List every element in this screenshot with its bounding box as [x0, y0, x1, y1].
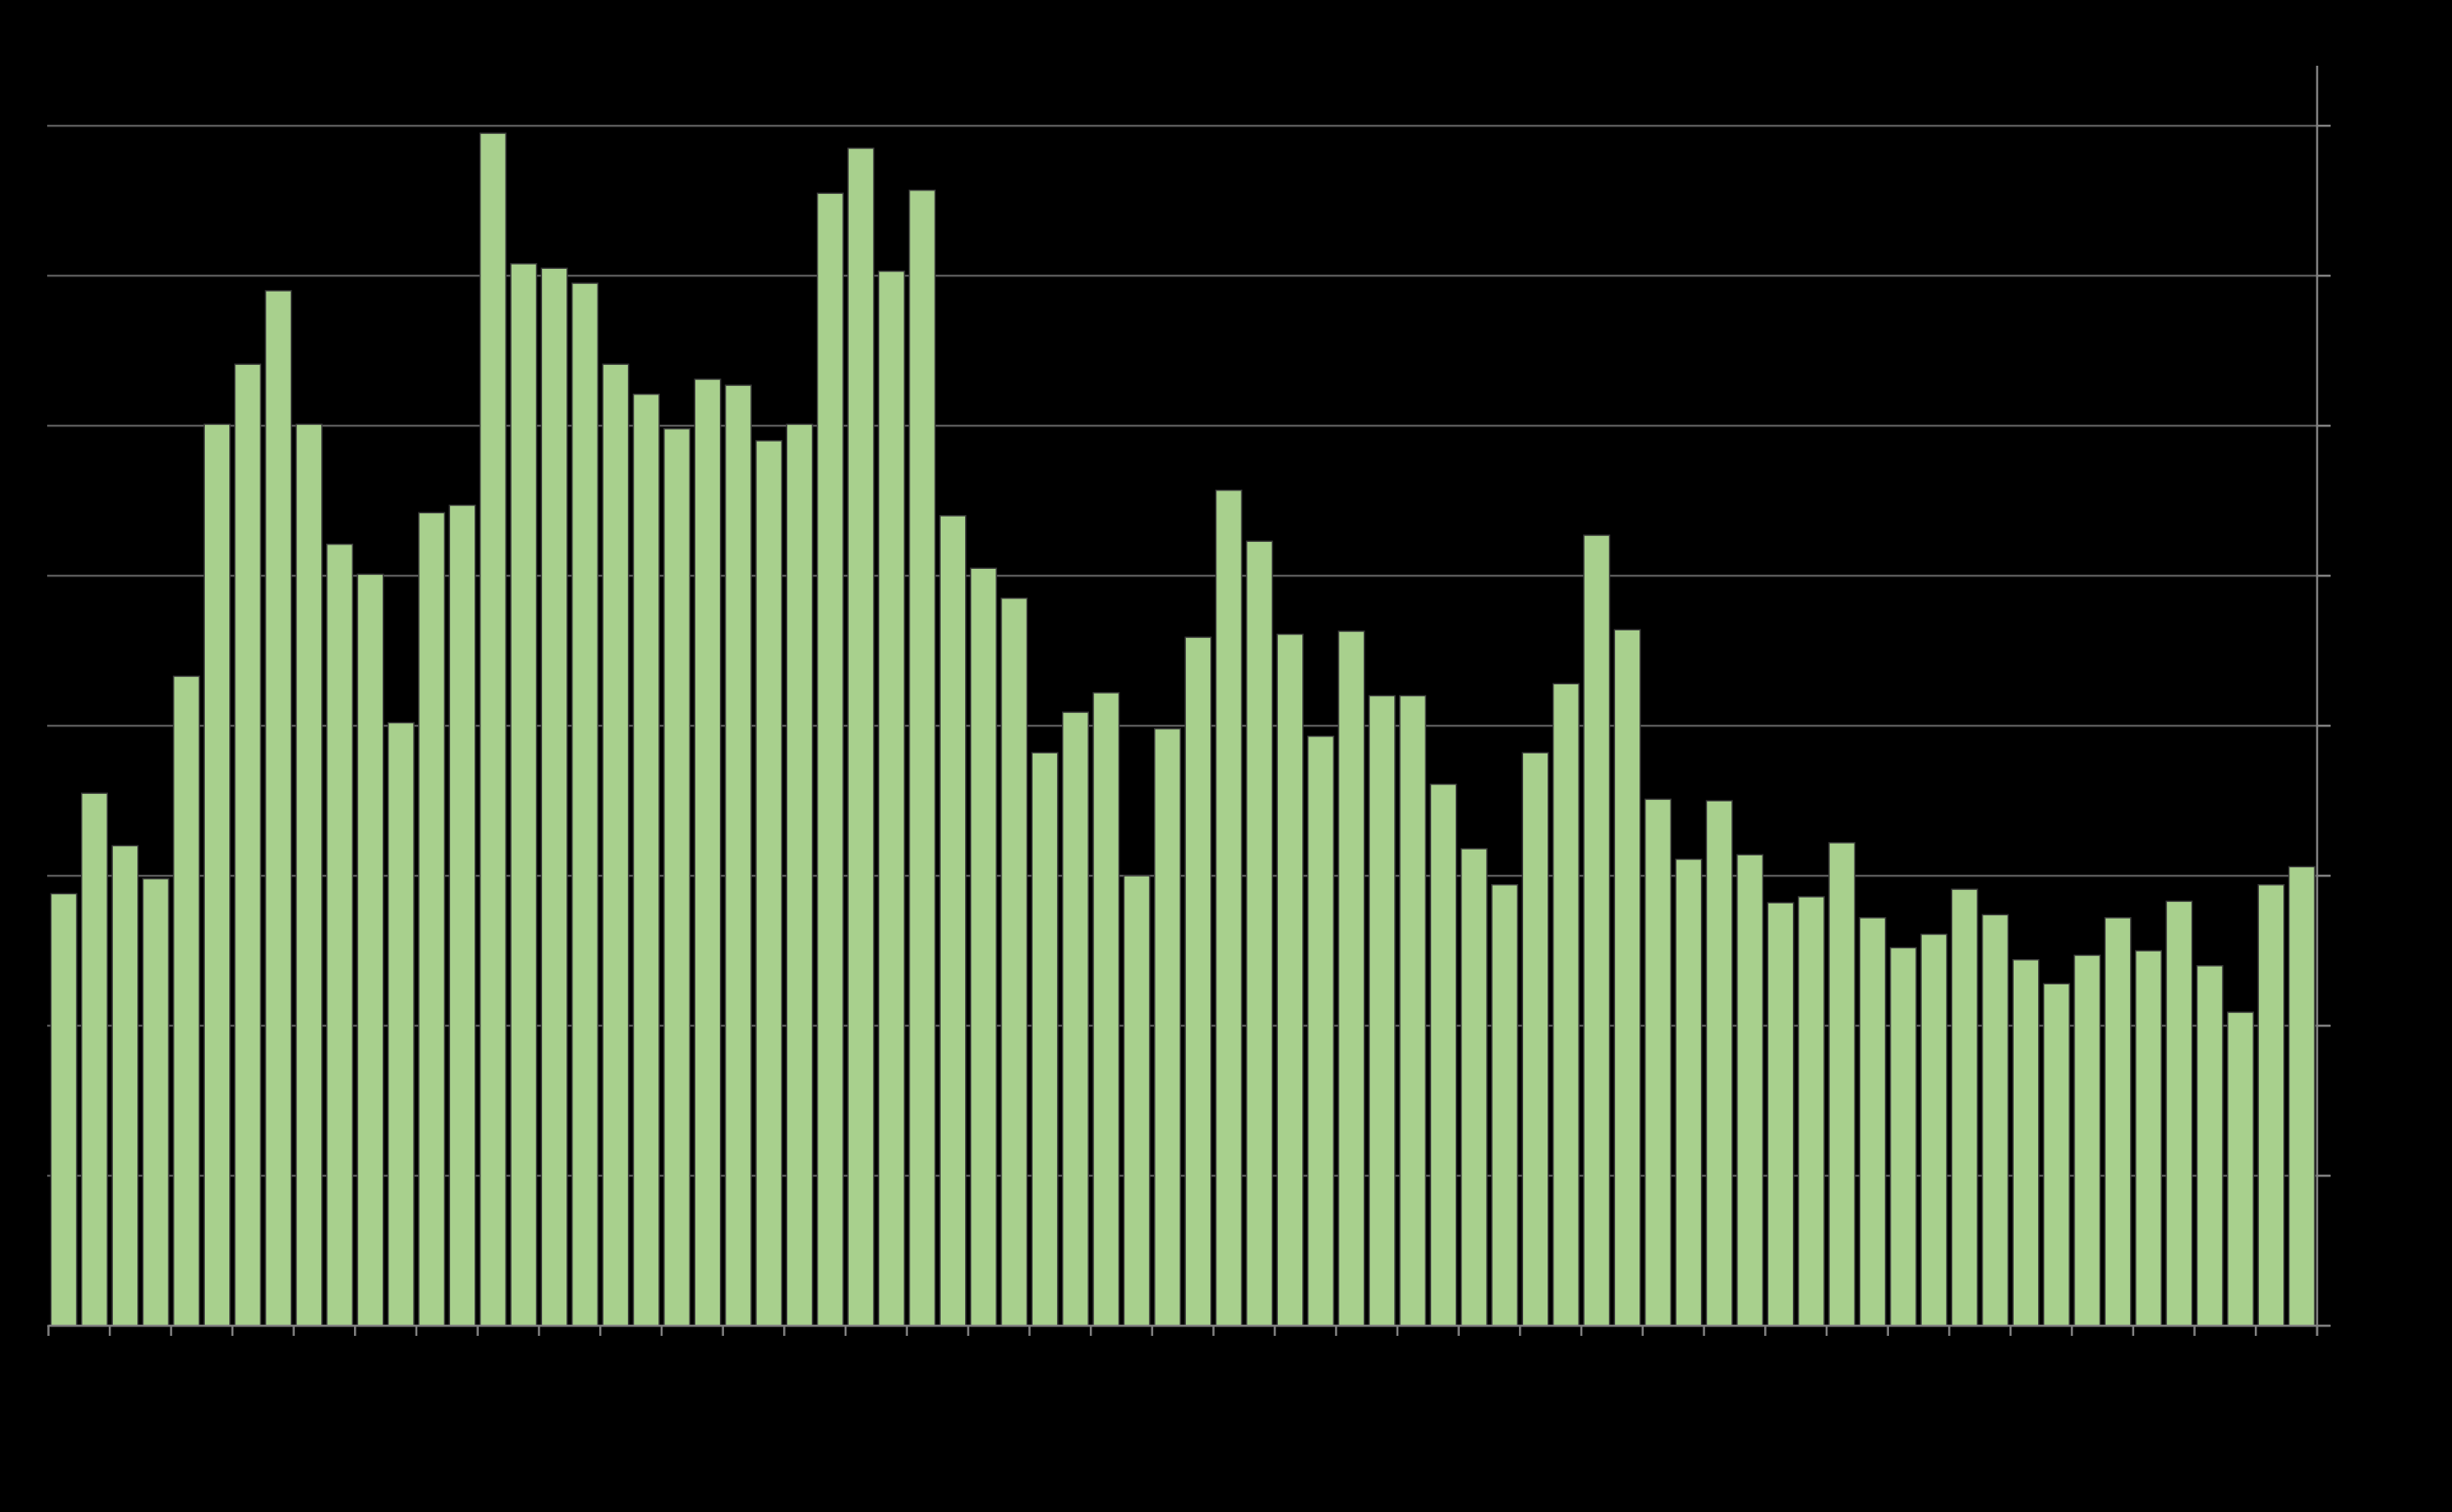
- bar: [969, 567, 997, 1327]
- y-tick-label: 4: [2339, 710, 2353, 737]
- bar: [81, 792, 109, 1327]
- bar: [233, 363, 261, 1327]
- bar: [1797, 896, 1825, 1327]
- bar: [510, 263, 538, 1327]
- bar: [1644, 798, 1672, 1327]
- bar: [602, 363, 630, 1327]
- bar: [1092, 692, 1120, 1327]
- bar: [1399, 694, 1427, 1327]
- bar: [1491, 884, 1519, 1327]
- bar: [1613, 629, 1641, 1327]
- bar: [2104, 917, 2132, 1327]
- bar: [111, 844, 139, 1327]
- bar: [1521, 752, 1549, 1327]
- bar: [939, 515, 967, 1327]
- bar: [295, 423, 323, 1327]
- bar: [387, 721, 415, 1327]
- bar: [1859, 917, 1886, 1327]
- bar: [326, 543, 354, 1327]
- bar: [632, 394, 660, 1327]
- y-tick-label: 8: [2339, 111, 2353, 137]
- bar: [1338, 630, 1366, 1327]
- bar: [357, 573, 384, 1327]
- bar: [418, 512, 446, 1327]
- y-tick-label: 5: [2339, 561, 2353, 587]
- bar: [694, 378, 722, 1327]
- bar: [755, 440, 783, 1327]
- bar: [786, 423, 813, 1327]
- bar: [877, 271, 905, 1327]
- bar: [1001, 598, 1028, 1327]
- bar: [909, 189, 936, 1327]
- y-tick-label: 6: [2339, 411, 2353, 437]
- bar: [1061, 711, 1089, 1327]
- bar: [2257, 884, 2285, 1327]
- y-tick-label: 7: [2339, 261, 2353, 287]
- bar: [142, 877, 169, 1327]
- bar: [479, 132, 507, 1327]
- y-tick-label: 1: [2339, 1161, 2353, 1187]
- bar: [1123, 875, 1151, 1327]
- bar: [1246, 540, 1274, 1327]
- bar: [1031, 752, 1059, 1327]
- bar: [1705, 800, 1733, 1327]
- bar: [2165, 900, 2193, 1327]
- bar: [816, 192, 845, 1327]
- bar: [2042, 983, 2070, 1327]
- bar: [2288, 866, 2315, 1327]
- bar: [50, 893, 78, 1327]
- bar: [724, 384, 752, 1327]
- bar: [2074, 954, 2101, 1327]
- bar: [1675, 858, 1703, 1327]
- bar: [1215, 489, 1242, 1327]
- bar: [1552, 683, 1580, 1327]
- bar: [1583, 534, 1611, 1327]
- bar: [1982, 914, 2009, 1327]
- bar: [571, 282, 599, 1327]
- bar: [1154, 727, 1182, 1327]
- bar: [265, 290, 292, 1327]
- bar: [1950, 888, 1978, 1327]
- bar: [1920, 933, 1948, 1327]
- bar: [1828, 842, 1856, 1327]
- bar: [2196, 965, 2224, 1327]
- bar: [2134, 950, 2162, 1327]
- y-tick-label: 0: [2339, 1311, 2353, 1337]
- bar: [1368, 694, 1396, 1327]
- bar: [448, 504, 476, 1327]
- bar: [1306, 735, 1334, 1327]
- bar: [540, 267, 568, 1327]
- bar: [1430, 783, 1457, 1327]
- bar: [203, 423, 231, 1327]
- bar: [1276, 633, 1304, 1327]
- y-tick-label: 3: [2339, 861, 2353, 887]
- bar: [1889, 946, 1918, 1327]
- y-tick-label: 2: [2339, 1011, 2353, 1037]
- bar: [2012, 958, 2040, 1327]
- bar: [173, 675, 201, 1327]
- bar: [847, 147, 875, 1327]
- bar: [663, 427, 691, 1327]
- bar: [1767, 902, 1795, 1327]
- bar: [2227, 1011, 2255, 1327]
- bar: [1460, 848, 1488, 1327]
- bar: [1736, 854, 1764, 1327]
- bar: [1184, 636, 1212, 1327]
